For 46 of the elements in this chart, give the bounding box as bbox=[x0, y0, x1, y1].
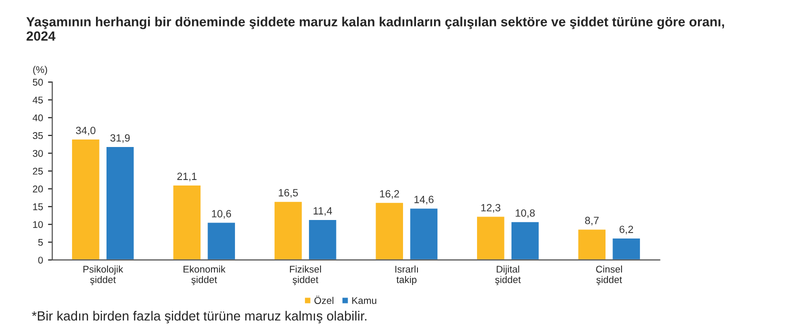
legend-label: Kamu bbox=[352, 297, 376, 304]
bar bbox=[273, 200, 303, 260]
chart-title: Yaşamının herhangi bir döneminde şiddete maruz kalan kadınların çalışılan sektöre ve şiddet türüne göre oranı, 2024 bbox=[26, 16, 724, 41]
x-tick-label: Ekonomik şiddet bbox=[184, 266, 226, 286]
bar bbox=[476, 216, 506, 260]
y-tick-label: 30 bbox=[32, 150, 43, 157]
x-tick-label: Israrlı takip bbox=[395, 266, 418, 286]
bar bbox=[409, 207, 439, 260]
bar bbox=[206, 222, 236, 260]
bar bbox=[374, 202, 404, 260]
data-label: 34,0 bbox=[76, 126, 96, 136]
text: *Bir kadın birden fazla şiddet türüne maruz kalmış olabilir. bbox=[32, 310, 366, 324]
x-tick-label: Cinsel şiddet bbox=[596, 266, 622, 286]
data-label: 6,2 bbox=[620, 226, 634, 234]
y-tick-label: 45 bbox=[32, 96, 43, 104]
data-label: 21,1 bbox=[177, 172, 197, 182]
y-tick-label: 20 bbox=[32, 186, 43, 192]
y-tick-label: 50 bbox=[32, 78, 43, 86]
x-tick-label: Psikolojik şiddet bbox=[83, 266, 124, 286]
x-tick-label: Dijital şiddet bbox=[495, 266, 521, 286]
y-tick-label: 0 bbox=[38, 256, 43, 264]
y-tick-label: 15 bbox=[33, 203, 43, 210]
data-label: 16,2 bbox=[380, 190, 400, 199]
y-tick-label: 35 bbox=[32, 132, 43, 140]
bar bbox=[510, 220, 540, 260]
x-tick-label: Fiziksel şiddet bbox=[290, 266, 321, 286]
bar bbox=[172, 184, 202, 260]
y-axis-title: (%) bbox=[33, 66, 48, 75]
data-label: 8,7 bbox=[585, 216, 599, 226]
legend-label: Özel bbox=[314, 296, 334, 304]
data-label: 31,9 bbox=[110, 134, 130, 143]
y-tick-label: 10 bbox=[33, 221, 43, 228]
data-label: 10,8 bbox=[516, 209, 535, 218]
data-label: 14,6 bbox=[414, 196, 434, 204]
data-label: 11,4 bbox=[314, 207, 332, 216]
bar bbox=[577, 228, 607, 260]
bar bbox=[105, 146, 135, 260]
bar bbox=[308, 218, 338, 260]
bar bbox=[612, 237, 642, 260]
bar bbox=[70, 138, 100, 260]
data-label: 12,3 bbox=[481, 204, 500, 213]
data-label: 16,5 bbox=[278, 189, 298, 198]
y-tick-label: 25 bbox=[32, 168, 43, 175]
y-tick-label: 40 bbox=[32, 114, 43, 122]
data-label: 10,6 bbox=[212, 210, 232, 219]
y-tick-label: 5 bbox=[38, 239, 43, 246]
